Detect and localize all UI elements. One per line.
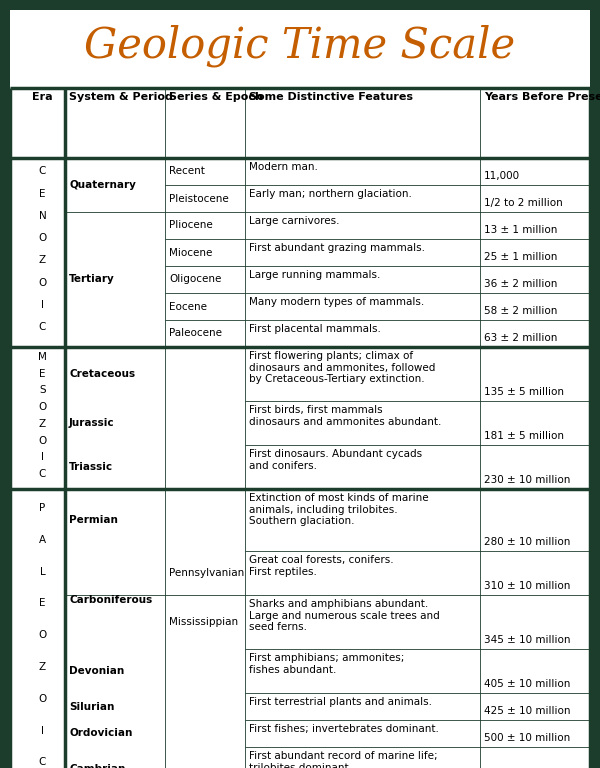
Text: Series & Epoch: Series & Epoch [169,92,263,102]
Text: 405 ± 10 million: 405 ± 10 million [484,679,571,689]
Text: Large carnivores.: Large carnivores. [249,216,340,226]
Text: First dinosaurs. Abundant cycads
and conifers.: First dinosaurs. Abundant cycads and con… [249,449,422,471]
Text: 1/2 to 2 million: 1/2 to 2 million [484,198,563,208]
Text: Pennsylvanian: Pennsylvanian [169,568,244,578]
Text: Mississippian: Mississippian [169,617,238,627]
Text: I: I [41,726,44,736]
Text: O: O [38,694,47,703]
Text: Z: Z [39,662,46,672]
Text: C: C [39,167,46,177]
Text: First amphibians; ammonites;
fishes abundant.: First amphibians; ammonites; fishes abun… [249,653,404,674]
Text: E: E [39,189,46,199]
Text: C: C [39,469,46,479]
Text: 11,000: 11,000 [484,171,520,181]
Text: S: S [39,386,46,396]
Text: Large running mammals.: Large running mammals. [249,270,380,280]
Text: 63 ± 2 million: 63 ± 2 million [484,333,557,343]
Text: O: O [38,435,47,445]
Bar [10,10,590,82]
Text: C: C [39,757,46,767]
Text: Geologic Time Scale: Geologic Time Scale [85,25,515,68]
Text: 500 ± 10 million: 500 ± 10 million [484,733,570,743]
Text: First birds, first mammals
dinosaurs and ammonites abundant.: First birds, first mammals dinosaurs and… [249,405,442,426]
Text: Quaternary: Quaternary [69,180,136,190]
Text: O: O [38,631,47,641]
Text: First terrestrial plants and animals.: First terrestrial plants and animals. [249,697,432,707]
Text: C: C [39,322,46,332]
Text: Years Before Present: Years Before Present [484,92,600,102]
Text: O: O [38,233,47,243]
Text: Cretaceous: Cretaceous [69,369,135,379]
Text: Tertiary: Tertiary [69,274,115,284]
Text: 13 ± 1 million: 13 ± 1 million [484,225,557,235]
Text: Permian: Permian [69,515,118,525]
Text: Paleocene: Paleocene [169,329,222,339]
Text: 25 ± 1 million: 25 ± 1 million [484,252,557,262]
Text: Eocene: Eocene [169,302,207,312]
Text: Silurian: Silurian [69,701,115,711]
Text: Great coal forests, conifers.
First reptiles.: Great coal forests, conifers. First rept… [249,555,394,577]
Text: Pliocene: Pliocene [169,220,213,230]
Text: First flowering plants; climax of
dinosaurs and ammonites, followed
by Cretaceou: First flowering plants; climax of dinosa… [249,351,436,384]
Text: System & Period: System & Period [69,92,173,102]
Text: N: N [38,210,46,221]
Text: First abundant record of marine life;
trilobites dominant.: First abundant record of marine life; tr… [249,751,437,768]
Text: Many modern types of mammals.: Many modern types of mammals. [249,297,424,307]
Text: 310 ± 10 million: 310 ± 10 million [484,581,571,591]
Text: Sharks and amphibians abundant.
Large and numerous scale trees and
seed ferns.: Sharks and amphibians abundant. Large an… [249,599,440,632]
Text: First fishes; invertebrates dominant.: First fishes; invertebrates dominant. [249,724,439,734]
Text: E: E [39,369,46,379]
Text: First placental mammals.: First placental mammals. [249,324,381,334]
Text: I: I [41,300,44,310]
Text: O: O [38,402,47,412]
Text: Jurassic: Jurassic [69,418,115,428]
Text: Cambrian: Cambrian [69,764,125,768]
Text: Modern man.: Modern man. [249,162,318,172]
Text: Carboniferous: Carboniferous [69,595,152,605]
Text: Oligocene: Oligocene [169,274,221,284]
Text: 58 ± 2 million: 58 ± 2 million [484,306,557,316]
Text: 425 ± 10 million: 425 ± 10 million [484,706,571,716]
Text: 36 ± 2 million: 36 ± 2 million [484,279,557,289]
Text: Triassic: Triassic [69,462,113,472]
Text: Pleistocene: Pleistocene [169,194,229,204]
Text: Recent: Recent [169,167,205,177]
Text: A: A [39,535,46,545]
Text: Z: Z [39,255,46,265]
Text: 230 ± 10 million: 230 ± 10 million [484,475,571,485]
Text: L: L [40,567,46,577]
Text: Early man; northern glaciation.: Early man; northern glaciation. [249,189,412,199]
Text: O: O [38,277,47,287]
Text: Z: Z [39,419,46,429]
Text: 181 ± 5 million: 181 ± 5 million [484,431,564,441]
Text: Devonian: Devonian [69,666,124,676]
Text: 345 ± 10 million: 345 ± 10 million [484,635,571,645]
Text: P: P [40,503,46,513]
Text: 135 ± 5 million: 135 ± 5 million [484,387,564,397]
Text: E: E [39,598,46,608]
Text: Extinction of most kinds of marine
animals, including trilobites.
Southern glaci: Extinction of most kinds of marine anima… [249,493,428,526]
Text: Miocene: Miocene [169,247,212,257]
Text: 280 ± 10 million: 280 ± 10 million [484,537,571,547]
Text: Some Distinctive Features: Some Distinctive Features [249,92,413,102]
Text: First abundant grazing mammals.: First abundant grazing mammals. [249,243,425,253]
Text: Ordovician: Ordovician [69,729,133,739]
Text: Era: Era [32,92,53,102]
Text: I: I [41,452,44,462]
Text: M: M [38,352,47,362]
